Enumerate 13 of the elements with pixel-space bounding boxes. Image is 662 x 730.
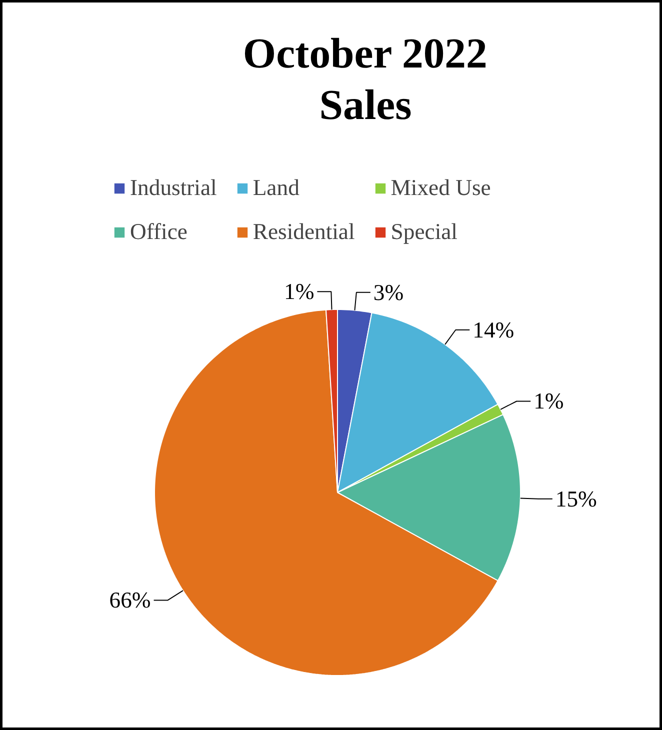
chart-title: October 2022 Sales xyxy=(242,30,488,130)
data-label: 3% xyxy=(373,280,404,305)
legend-label: Industrial xyxy=(130,175,217,201)
data-label: 15% xyxy=(555,486,598,512)
legend-label: Land xyxy=(252,175,300,201)
legend-label: Special xyxy=(390,219,458,245)
data-label: 14% xyxy=(472,317,514,342)
legend-label: Office xyxy=(130,219,188,245)
data-label: 1% xyxy=(284,279,314,304)
legend-label: Residential xyxy=(252,219,355,245)
legend-label: Mixed Use xyxy=(390,175,491,201)
data-label: 66% xyxy=(109,588,151,613)
data-label: 1% xyxy=(534,388,564,414)
